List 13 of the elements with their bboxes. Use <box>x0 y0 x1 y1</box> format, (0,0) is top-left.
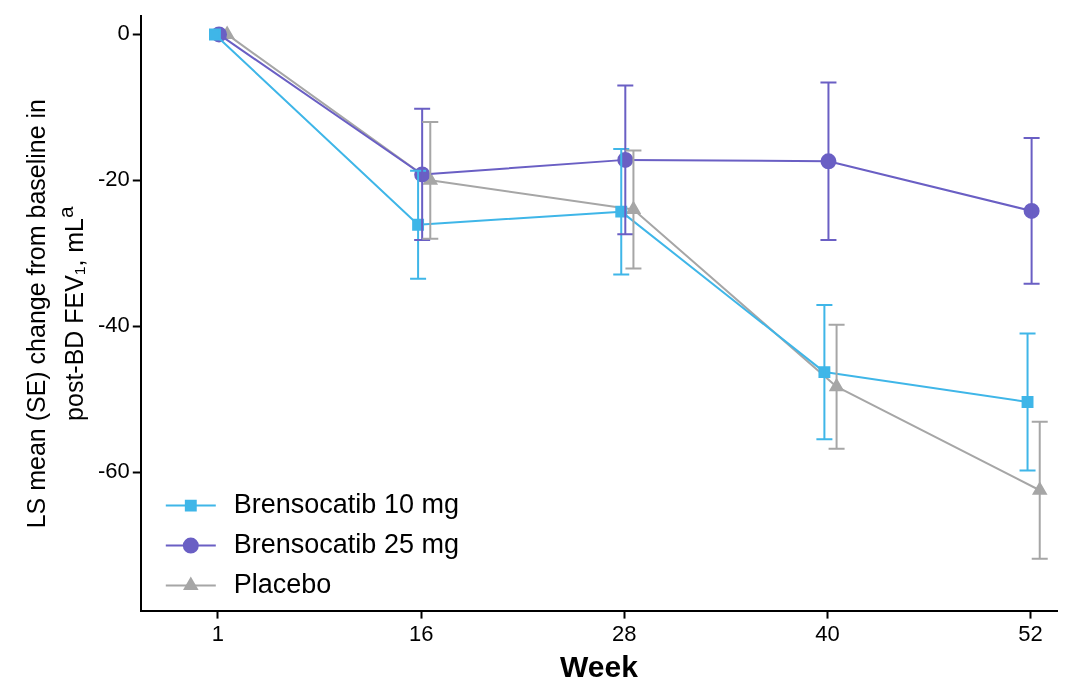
y-tick-label: -40 <box>98 312 130 338</box>
x-axis-title: Week <box>559 650 639 684</box>
legend-label: Placebo <box>233 569 332 600</box>
x-tick-label: 16 <box>408 620 434 646</box>
y-tick-label: -60 <box>98 458 130 484</box>
x-tick-label: 1 <box>211 620 225 646</box>
legend-label: Brensocatib 10 mg <box>233 489 459 520</box>
x-tick-label: 40 <box>815 620 840 646</box>
y-tick-label: -20 <box>98 166 130 192</box>
legend-label: Brensocatib 25 mg <box>233 529 459 560</box>
y-tick-label: 0 <box>117 20 130 46</box>
x-tick-label: 52 <box>1018 620 1043 646</box>
x-tick-label: 28 <box>612 620 637 646</box>
